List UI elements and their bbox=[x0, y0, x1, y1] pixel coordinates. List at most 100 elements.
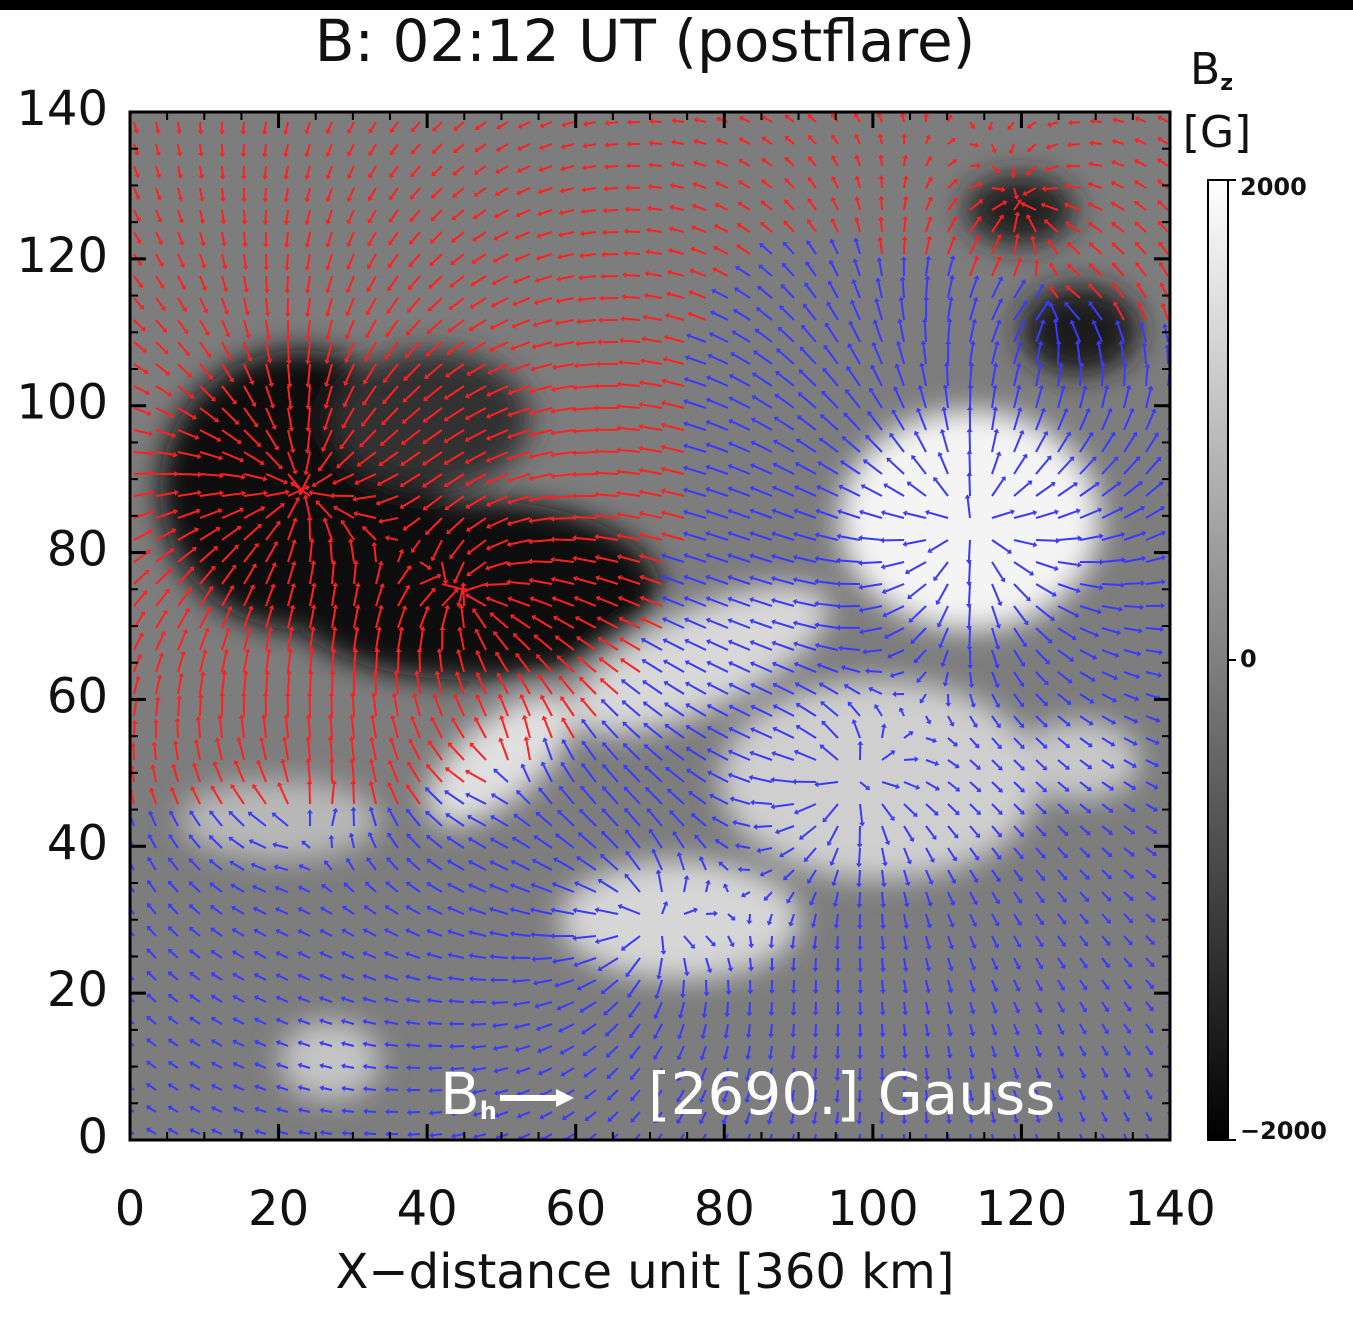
colorbar-title: Bz bbox=[1190, 44, 1233, 96]
field-arrow-head bbox=[1172, 939, 1177, 944]
field-arrow bbox=[624, 319, 640, 320]
field-arrow bbox=[675, 121, 684, 122]
field-arrow bbox=[1102, 584, 1121, 585]
field-arrow-head bbox=[1176, 784, 1181, 789]
field-arrow bbox=[882, 936, 883, 947]
field-arrow-head bbox=[1176, 761, 1181, 767]
field-arrow-head bbox=[1175, 434, 1180, 439]
field-arrow-head bbox=[721, 1141, 726, 1146]
x-tick-label: 100 bbox=[827, 1181, 919, 1237]
colorbar bbox=[1208, 180, 1228, 1140]
field-arrow bbox=[1146, 628, 1160, 629]
field-arrow bbox=[353, 696, 354, 716]
field-arrow bbox=[266, 674, 267, 694]
x-tick-label: 140 bbox=[1124, 1181, 1216, 1237]
field-arrow bbox=[750, 958, 751, 967]
field-arrow bbox=[331, 696, 332, 716]
field-arrow bbox=[607, 188, 618, 189]
field-arrow bbox=[389, 1089, 398, 1090]
colorbar-tick-label: 2000 bbox=[1240, 173, 1307, 201]
field-arrow bbox=[903, 116, 904, 122]
field-arrow bbox=[287, 276, 288, 290]
field-arrow bbox=[598, 451, 618, 452]
field-arrow bbox=[288, 674, 289, 694]
field-arrow bbox=[535, 958, 552, 959]
field-arrow bbox=[969, 540, 970, 560]
field-arrow bbox=[626, 275, 640, 276]
field-arrow bbox=[1036, 263, 1037, 276]
field-arrow-head bbox=[1173, 895, 1178, 900]
field-arrow bbox=[607, 210, 618, 211]
field-arrow bbox=[288, 342, 289, 360]
field-arrow-head bbox=[1171, 984, 1176, 989]
field-arrow bbox=[331, 718, 332, 738]
field-arrow bbox=[515, 980, 530, 981]
field-arrow bbox=[925, 322, 926, 342]
field-arrow-head bbox=[1173, 917, 1178, 922]
field-arrow bbox=[367, 1067, 376, 1068]
field-arrow bbox=[177, 721, 178, 738]
colorbar-unit: [G] bbox=[1183, 107, 1251, 158]
field-arrow bbox=[178, 122, 179, 130]
field-arrow bbox=[409, 1023, 420, 1024]
field-arrow bbox=[398, 652, 399, 672]
field-arrow bbox=[1124, 366, 1125, 386]
field-arrow bbox=[287, 232, 288, 244]
field-arrow bbox=[771, 1002, 772, 1012]
field-arrow bbox=[623, 341, 640, 342]
y-tick-label: 140 bbox=[16, 81, 108, 137]
field-arrow bbox=[904, 1024, 905, 1033]
field-arrow bbox=[625, 297, 640, 298]
field-arrow bbox=[882, 1002, 883, 1012]
field-arrow bbox=[354, 652, 355, 672]
field-arrow bbox=[244, 210, 245, 221]
field-arrow bbox=[706, 913, 714, 914]
field-arrow bbox=[1036, 540, 1056, 541]
y-tick-label: 100 bbox=[16, 375, 108, 431]
field-arrow bbox=[881, 179, 882, 188]
field-arrow bbox=[493, 957, 508, 958]
field-arrow bbox=[749, 1024, 750, 1034]
field-arrow-head bbox=[1182, 554, 1187, 560]
field-arrow bbox=[488, 584, 508, 585]
field-arrow bbox=[904, 1002, 905, 1011]
field-arrow bbox=[331, 839, 332, 848]
field-arrow bbox=[627, 253, 640, 254]
field-arrow bbox=[793, 1046, 794, 1056]
magnetogram bbox=[124, 112, 1186, 1146]
field-arrow bbox=[771, 936, 772, 945]
field-arrow-head bbox=[879, 1142, 885, 1146]
field-arrow-head bbox=[789, 1142, 795, 1147]
y-tick-label: 120 bbox=[16, 228, 108, 284]
field-arrow-head bbox=[1177, 458, 1182, 463]
field-arrow-head bbox=[1179, 671, 1183, 677]
field-arrow bbox=[882, 980, 883, 990]
field-arrow bbox=[1167, 348, 1168, 364]
field-arrow bbox=[926, 279, 927, 298]
field-arrow bbox=[265, 144, 266, 153]
field-arrow bbox=[287, 254, 288, 267]
field-arrow-head bbox=[1182, 602, 1186, 608]
field-arrow bbox=[265, 166, 266, 176]
field-arrow-head bbox=[1178, 694, 1183, 700]
arrow-label: B bbox=[440, 1060, 480, 1128]
field-arrow bbox=[606, 232, 618, 233]
field-arrow bbox=[859, 892, 860, 904]
field-arrow bbox=[749, 1002, 750, 1012]
field-arrow bbox=[474, 1024, 486, 1025]
field-arrow bbox=[265, 122, 266, 131]
y-tick-label: 40 bbox=[47, 815, 108, 871]
field-arrow bbox=[947, 366, 948, 386]
field-arrow-head bbox=[834, 1142, 840, 1146]
field-arrow bbox=[388, 1067, 398, 1068]
field-arrow bbox=[310, 674, 311, 694]
field-arrow bbox=[331, 740, 332, 760]
colorbar-title-sub: z bbox=[1220, 71, 1233, 96]
field-arrow-head bbox=[1174, 851, 1179, 856]
field-arrow bbox=[1046, 188, 1058, 189]
field-arrow-head bbox=[1181, 531, 1186, 536]
field-arrow-head bbox=[946, 1142, 952, 1146]
field-arrow bbox=[904, 220, 905, 232]
field-arrow bbox=[200, 697, 201, 716]
